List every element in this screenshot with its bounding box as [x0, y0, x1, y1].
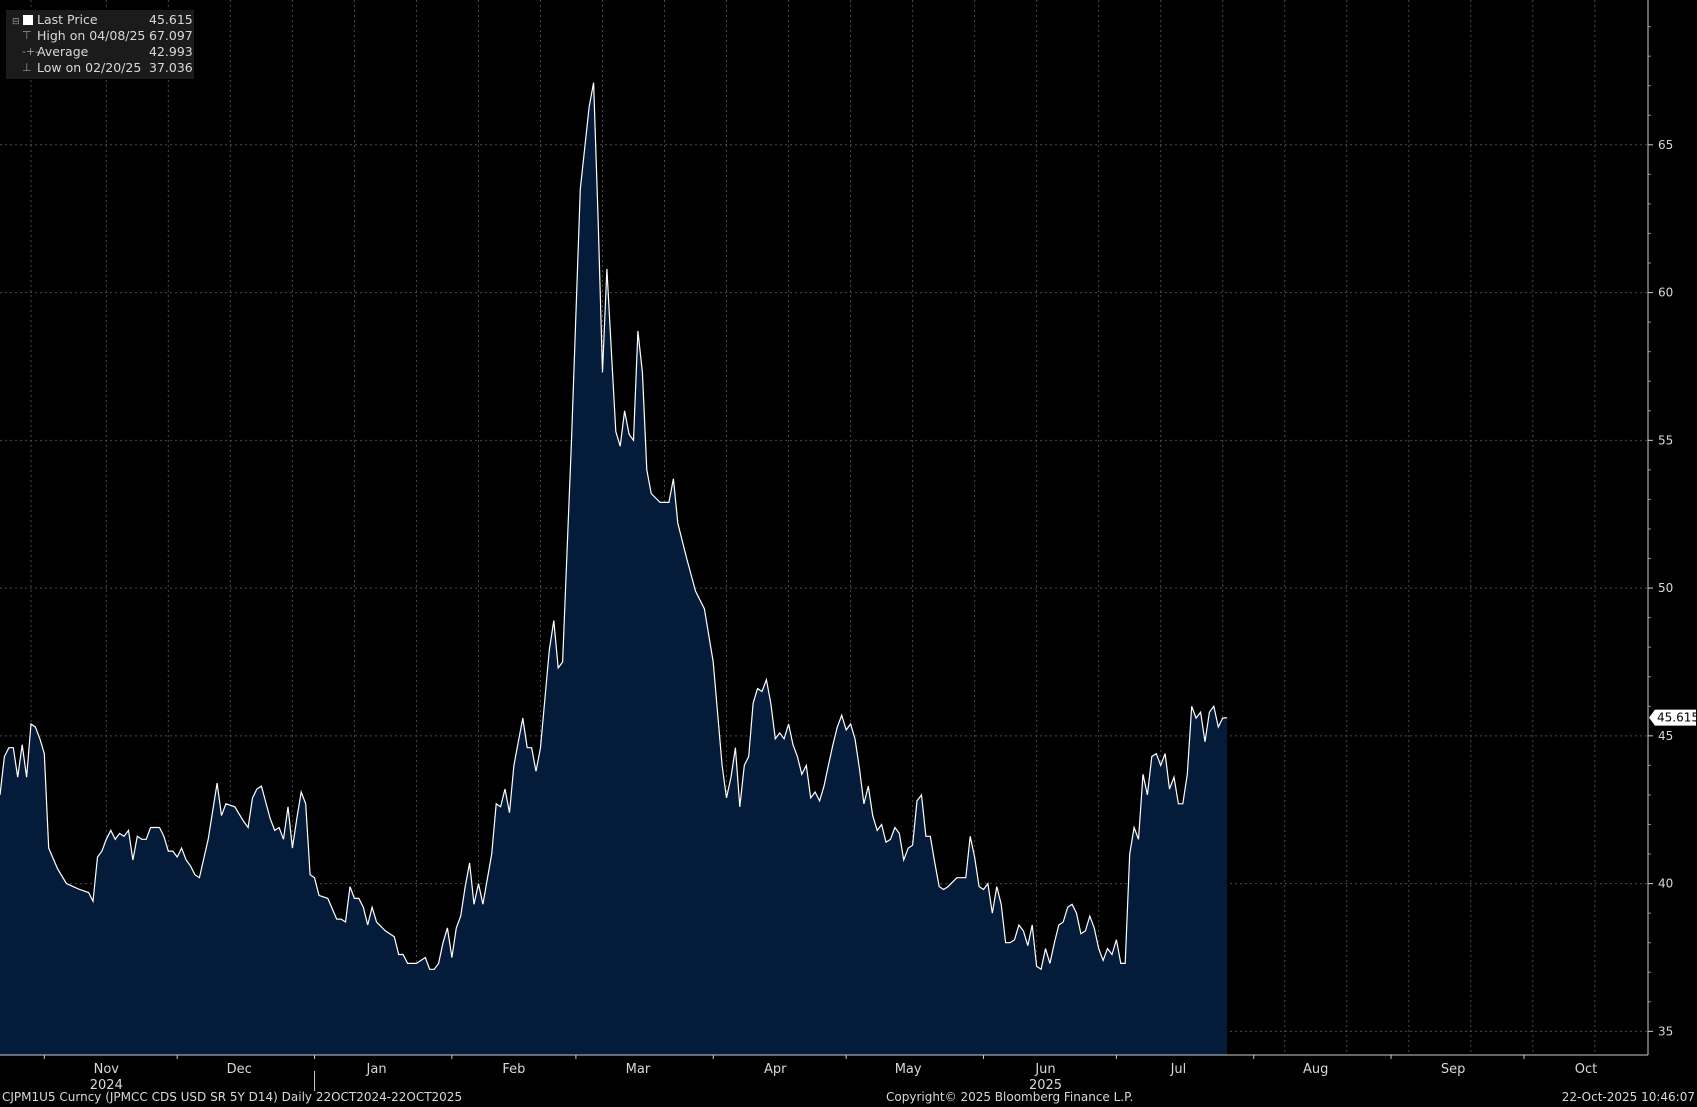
x-tick-label: Oct: [1575, 1062, 1597, 1077]
legend-low-value: 37.036: [149, 60, 193, 75]
high-marker-icon: ⊤: [22, 29, 32, 42]
legend-last-price-label: Last Price: [37, 12, 98, 27]
x-tick-label: Jun: [1034, 1062, 1055, 1077]
legend-high: ⊤ High on 04/08/25 67.097: [6, 28, 194, 44]
legend-last-price-value: 45.615: [149, 12, 193, 27]
year-label: 2024: [90, 1078, 123, 1093]
last-value-tag-label: 45.615: [1657, 711, 1697, 725]
last-value-tag-bg: [1649, 709, 1696, 726]
y-tick-label: 45: [1658, 729, 1673, 743]
legend-high-value: 67.097: [149, 28, 193, 43]
legend-average-label: Average: [37, 44, 89, 59]
x-tick-label: Jan: [366, 1062, 387, 1077]
x-tick-label: Sep: [1441, 1062, 1466, 1077]
y-tick-label: 65: [1658, 138, 1673, 152]
x-tick-label: Aug: [1303, 1062, 1328, 1077]
ticker-info: CJPM1U5 Curncy (JPMCC CDS USD SR 5Y D14)…: [2, 1090, 463, 1104]
x-tick-label: Nov: [94, 1062, 120, 1077]
y-tick-label: 55: [1658, 433, 1673, 447]
x-tick-label: Jul: [1170, 1062, 1187, 1077]
timestamp: 22-Oct-2025 10:46:07: [1561, 1090, 1695, 1104]
price-line: [0, 82, 1228, 971]
legend-low: ⊥ Low on 02/20/25 37.036: [6, 60, 194, 76]
x-tick-label: Apr: [764, 1062, 787, 1077]
y-tick-label: 40: [1658, 877, 1673, 891]
legend-high-label: High on 04/08/25: [37, 28, 146, 43]
legend: ⊟ Last Price 45.615 ⊤ High on 04/08/25 6…: [6, 10, 194, 79]
legend-last-price: ⊟ Last Price 45.615: [6, 12, 194, 28]
grid-lines: [0, 0, 1648, 1055]
average-marker-icon: -+-: [22, 45, 40, 58]
legend-low-label: Low on 02/20/25: [37, 60, 142, 75]
year-label: 2025: [1029, 1078, 1062, 1093]
x-tick-label: Dec: [227, 1062, 252, 1077]
y-tick-label: 60: [1658, 286, 1673, 300]
x-tick-label: Mar: [626, 1062, 651, 1077]
legend-average-value: 42.993: [149, 44, 193, 59]
y-tick-label: 50: [1658, 581, 1673, 595]
copyright-text: Copyright© 2025 Bloomberg Finance L.P.: [886, 1090, 1134, 1104]
x-tick-label: May: [895, 1062, 922, 1077]
last-value-tag: 45.615: [1649, 709, 1697, 726]
last-price-swatch-icon: [23, 15, 33, 25]
low-marker-icon: ⊥: [22, 61, 32, 74]
legend-average: -+- Average 42.993: [6, 44, 194, 60]
price-area: [0, 82, 1228, 1055]
price-area-fill: [0, 82, 1228, 1055]
x-tick-label: Feb: [502, 1062, 525, 1077]
collapse-icon[interactable]: ⊟: [12, 17, 20, 27]
y-tick-label: 35: [1658, 1024, 1673, 1038]
